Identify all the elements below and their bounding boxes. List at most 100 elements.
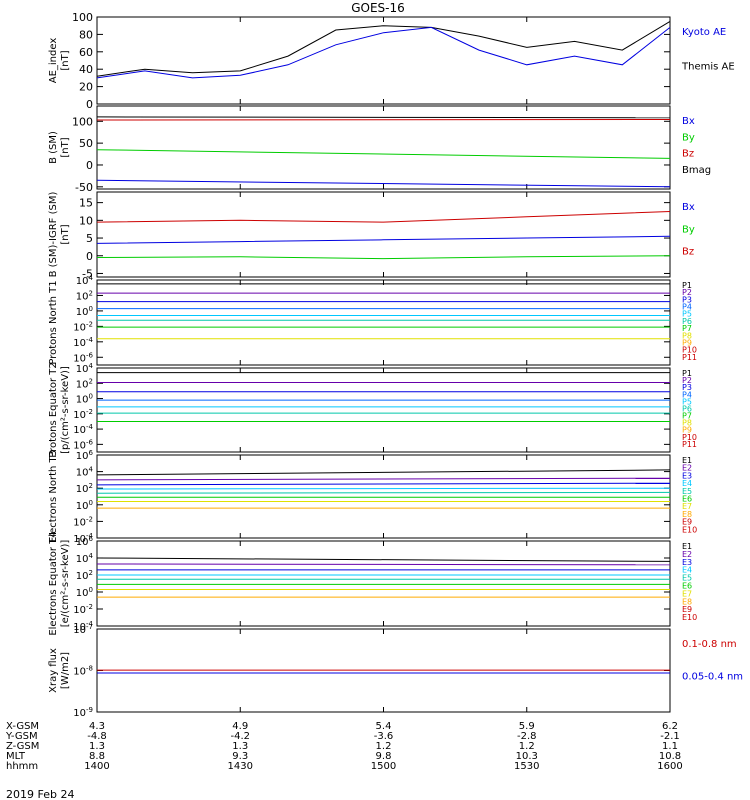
footer-value: 8.8 [89, 751, 105, 762]
panel-frame [96, 191, 671, 278]
y-axis-label: Electrons North T3 [48, 450, 59, 543]
legend-entry: 0.05-0.4 nm [682, 672, 743, 683]
legend-entry: P9 [682, 338, 692, 347]
legend-entry: Bz [682, 247, 694, 258]
legend-entry: Bz [682, 149, 694, 160]
panel-pe: 104 102 100 10-2 10-4 10-6 Protons Equator T2[… [48, 362, 697, 458]
series-line-bmag [96, 116, 671, 119]
y-tick-label: 104 [76, 552, 94, 565]
series-line-e5 [96, 491, 671, 494]
legend-entry: E3 [682, 558, 692, 567]
legend-entry: By [682, 132, 695, 143]
y-tick-label: 15 [79, 197, 93, 210]
legend-entry: E7 [682, 502, 692, 511]
footer-row-label: MLT [6, 751, 26, 762]
legend-entry: E9 [682, 518, 692, 527]
y-tick-label: 10-6 [73, 438, 93, 451]
footer-value: 9.3 [232, 751, 248, 762]
legend-entry: P6 [682, 317, 692, 326]
legend-entry: E5 [682, 487, 692, 496]
legend-entry: P4 [682, 390, 692, 399]
footer-value: -3.6 [374, 731, 394, 742]
footer-value: -2.1 [660, 731, 680, 742]
legend-entry: E9 [682, 605, 692, 614]
legend-entry: P4 [682, 303, 692, 312]
y-axis-label: Protons Equator T2 [48, 362, 59, 458]
legend-entry: Bmag [682, 165, 711, 176]
legend-entry: E1 [682, 542, 692, 551]
series-line-themis-ae [96, 20, 671, 77]
series-line-by [96, 149, 671, 159]
legend-entry: P2 [682, 288, 692, 297]
legend-entry: P1 [682, 281, 692, 290]
legend-entry: P5 [682, 397, 692, 406]
y-axis-units: [p/(cm²-s-sr-keV)] [60, 366, 71, 454]
y-tick-label: 10-2 [73, 515, 93, 528]
y-tick-label: 10-4 [73, 423, 93, 436]
legend-entry: E2 [682, 464, 692, 473]
y-tick-label: 100 [76, 586, 93, 599]
y-axis-label: B (SM) [48, 131, 59, 164]
legend-entry: P3 [682, 383, 692, 392]
legend-entry: E6 [682, 582, 692, 591]
y-tick-label: 104 [76, 362, 94, 375]
y-axis-units: [nT] [60, 137, 71, 157]
y-tick-label: 102 [76, 482, 93, 495]
footer-value: 1600 [657, 761, 682, 772]
y-tick-label: 100 [72, 115, 93, 128]
y-tick-label: -50 [75, 181, 93, 194]
footer-value: 9.8 [376, 751, 392, 762]
series-line-bx [96, 179, 671, 188]
y-axis-units: [nT] [60, 50, 71, 70]
legend-entry: P8 [682, 331, 692, 340]
panel-en: 106 104 102 100 10-2 10-4 Electrons North T3 E1… [48, 449, 697, 545]
y-tick-label: 10-2 [73, 603, 93, 616]
legend-entry: E5 [682, 574, 692, 583]
legend-entry: E4 [682, 479, 692, 488]
series-line-e1 [96, 469, 671, 476]
footer-row-label: hhmm [6, 761, 38, 772]
legend-entry: P10 [682, 433, 697, 442]
footer-value: 5.9 [519, 721, 535, 732]
y-axis-units: [nT] [60, 224, 71, 244]
plot-title: GOES-16 [351, 1, 405, 15]
y-tick-label: 60 [79, 46, 93, 59]
footer-value: 1500 [371, 761, 396, 772]
footer-value: 1.3 [232, 741, 248, 752]
legend-entry: P3 [682, 295, 692, 304]
legend-entry: P10 [682, 346, 697, 355]
y-tick-label: 20 [79, 81, 93, 94]
series-line-e4 [96, 487, 671, 490]
footer-value: 1430 [228, 761, 253, 772]
footer-value: 1.2 [519, 741, 535, 752]
y-axis-label: Xray flux [48, 648, 59, 693]
y-tick-label: 10-6 [73, 351, 93, 364]
date-label: 2019 Feb 24 [6, 788, 74, 800]
legend-entry: P1 [682, 369, 692, 378]
footer-value: -4.2 [230, 731, 250, 742]
series-line-e2 [96, 477, 671, 481]
legend-entry: P5 [682, 310, 692, 319]
footer-row-label: X-GSM [6, 721, 39, 732]
series-line-kyoto-ae [96, 26, 671, 79]
series-line-bz [96, 119, 671, 121]
footer-ephemeris: X-GSM 4.3 4.9 5.4 5.9 6.2 Y-GSM -4.8 -4.2 -3.6 -2.… [5, 721, 683, 772]
legend-entry: 0.1-0.8 nm [682, 639, 737, 650]
panel-frame [96, 540, 671, 627]
y-tick-label: 10-2 [73, 320, 93, 333]
y-axis-label: B (SM)-IGRF (SM) [48, 192, 59, 278]
footer-value: 10.8 [659, 751, 681, 762]
series-line-bx [96, 235, 671, 244]
legend-entry: Themis AE [681, 62, 735, 73]
legend-entry: P11 [682, 353, 697, 362]
y-tick-label: 100 [76, 393, 93, 406]
legend-entry: E6 [682, 495, 692, 504]
legend-entry: P7 [682, 324, 692, 333]
y-axis-label: Protons North T1 [48, 280, 59, 364]
y-tick-label: 102 [76, 569, 93, 582]
y-tick-label: 104 [76, 466, 94, 479]
footer-value: 1.1 [662, 741, 678, 752]
y-axis-label: AE_index [48, 38, 59, 84]
